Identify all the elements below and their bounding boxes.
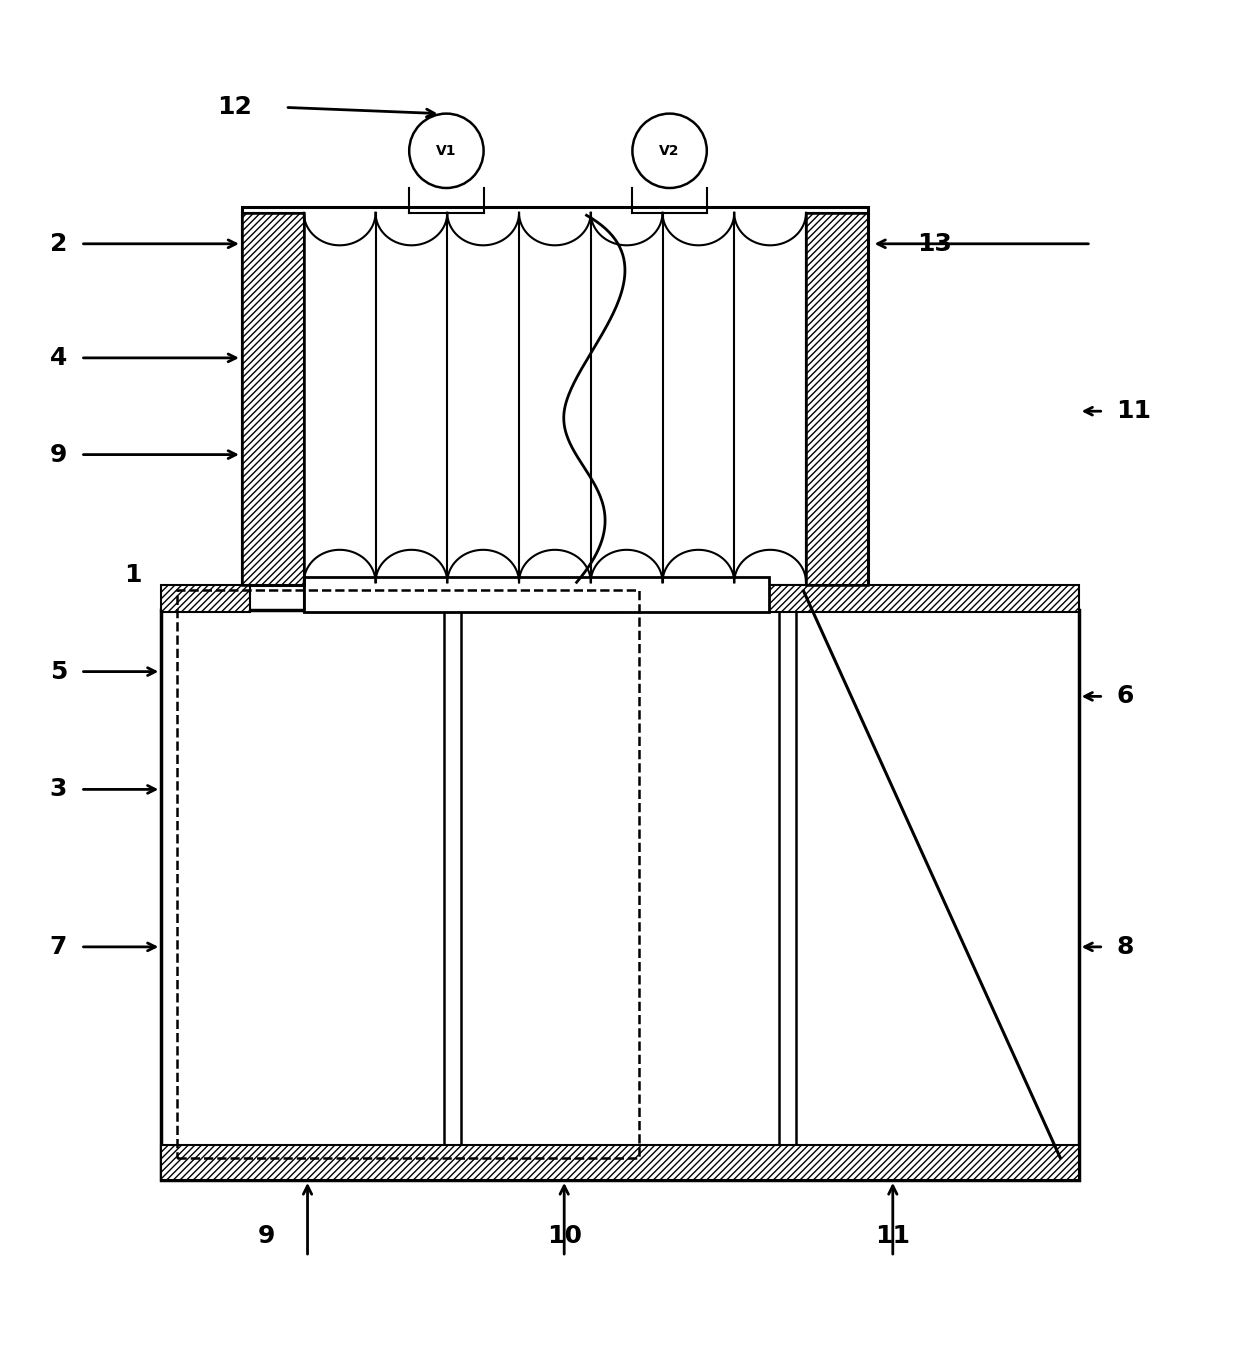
Polygon shape	[242, 207, 868, 584]
Polygon shape	[444, 610, 461, 1145]
Circle shape	[632, 114, 707, 187]
Text: 2: 2	[50, 231, 67, 256]
Text: 11: 11	[1116, 399, 1151, 423]
Polygon shape	[779, 610, 796, 1145]
Polygon shape	[242, 213, 304, 584]
Polygon shape	[304, 577, 769, 611]
Text: V1: V1	[436, 144, 456, 157]
Text: 8: 8	[1116, 934, 1133, 959]
Circle shape	[409, 114, 484, 187]
Text: 7: 7	[50, 934, 67, 959]
Text: 4: 4	[50, 346, 67, 369]
Polygon shape	[806, 213, 868, 584]
Text: 9: 9	[258, 1224, 275, 1248]
Text: 11: 11	[875, 1224, 910, 1248]
Polygon shape	[161, 584, 250, 611]
Polygon shape	[769, 584, 1079, 611]
Text: 5: 5	[50, 659, 67, 684]
Polygon shape	[161, 610, 1079, 1181]
Polygon shape	[304, 584, 620, 611]
Text: 9: 9	[50, 443, 67, 466]
Text: 12: 12	[217, 96, 252, 119]
Text: 13: 13	[918, 231, 952, 256]
Polygon shape	[161, 1145, 1079, 1181]
Text: 3: 3	[50, 777, 67, 802]
Text: V2: V2	[660, 144, 680, 157]
Text: 6: 6	[1116, 684, 1133, 709]
Text: 10: 10	[547, 1224, 582, 1248]
Text: 1: 1	[124, 562, 141, 587]
